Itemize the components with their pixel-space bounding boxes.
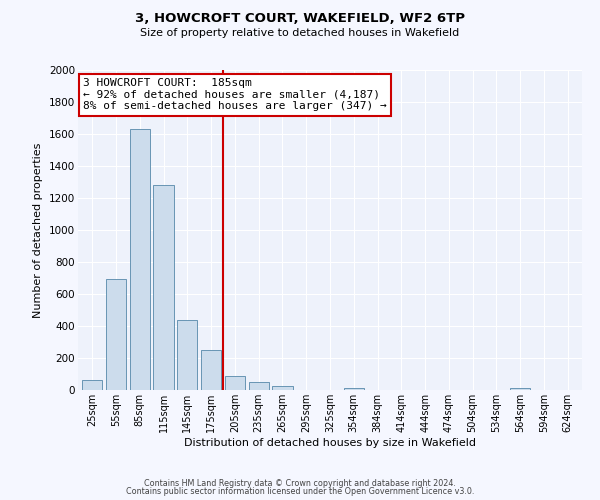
Text: 3 HOWCROFT COURT:  185sqm
← 92% of detached houses are smaller (4,187)
8% of sem: 3 HOWCROFT COURT: 185sqm ← 92% of detach… [83,78,387,111]
Bar [225,376,245,390]
Bar [344,388,364,390]
Bar [177,320,197,390]
Bar [130,129,150,390]
Bar [272,386,293,390]
Text: 3, HOWCROFT COURT, WAKEFIELD, WF2 6TP: 3, HOWCROFT COURT, WAKEFIELD, WF2 6TP [135,12,465,26]
Bar [201,350,221,390]
Bar [82,380,103,390]
X-axis label: Distribution of detached houses by size in Wakefield: Distribution of detached houses by size … [184,438,476,448]
Text: Contains HM Land Registry data © Crown copyright and database right 2024.: Contains HM Land Registry data © Crown c… [144,478,456,488]
Bar [510,388,530,390]
Bar [154,185,173,390]
Bar [248,382,269,390]
Text: Size of property relative to detached houses in Wakefield: Size of property relative to detached ho… [140,28,460,38]
Bar [106,279,126,390]
Y-axis label: Number of detached properties: Number of detached properties [34,142,43,318]
Text: Contains public sector information licensed under the Open Government Licence v3: Contains public sector information licen… [126,487,474,496]
